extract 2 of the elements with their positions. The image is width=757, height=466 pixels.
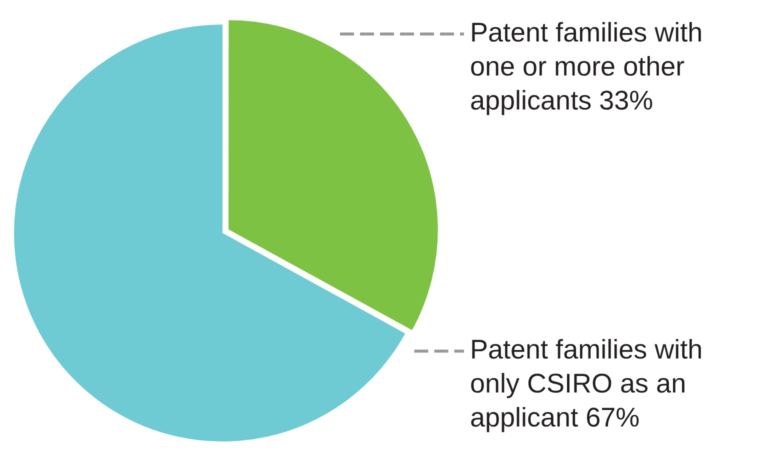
slice-label: Patent families with one or more other applicants 33% — [470, 17, 703, 116]
slice-label: Patent families with only CSIRO as an applicant 67% — [470, 334, 703, 433]
